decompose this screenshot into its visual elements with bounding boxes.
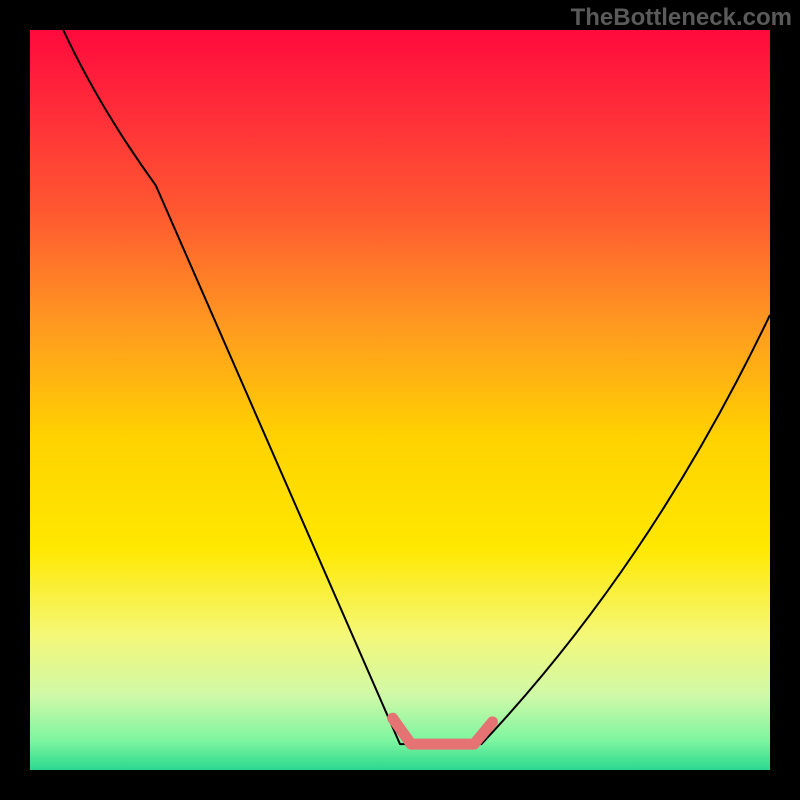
plot-area bbox=[30, 30, 770, 770]
highlight-segment bbox=[393, 718, 493, 744]
chart-root: TheBottleneck.com bbox=[0, 0, 800, 800]
curve-layer bbox=[30, 30, 770, 770]
watermark-text: TheBottleneck.com bbox=[571, 4, 792, 32]
bottleneck-curve bbox=[63, 30, 770, 744]
